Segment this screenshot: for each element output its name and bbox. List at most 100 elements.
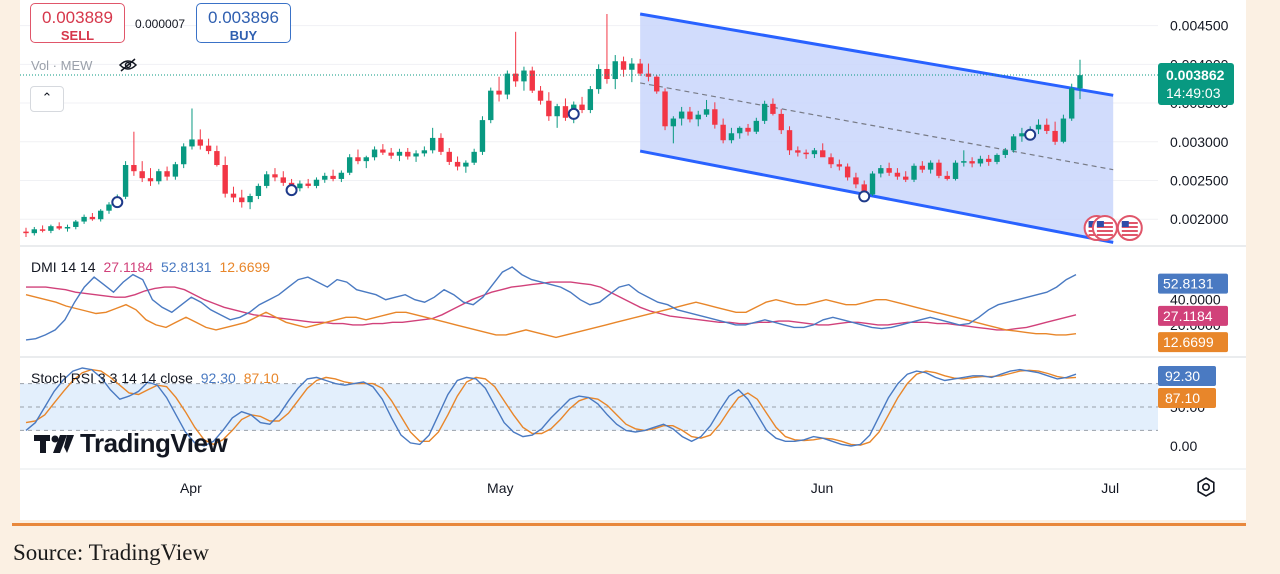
candle-body: [1002, 150, 1009, 155]
candle-body: [878, 168, 884, 174]
candle-body: [894, 172, 901, 177]
candle-body: [463, 162, 469, 167]
flag-stripe: [1121, 234, 1138, 236]
candle-body: [844, 166, 851, 178]
stoch-legend[interactable]: Stoch RSI 3 3 14 14 close 92.30 87.10: [31, 370, 283, 386]
candle-body: [554, 106, 560, 117]
candle-body: [172, 164, 179, 177]
candle-body: [280, 177, 286, 183]
candle-body: [961, 161, 967, 163]
candle-body: [106, 204, 112, 211]
dmi-minus-value: 12.6699: [219, 259, 271, 275]
candle-body: [222, 165, 228, 194]
tradingview-wordmark: TradingView: [80, 428, 228, 458]
candle-body: [695, 114, 701, 120]
dmi-plus-di-line: [25, 266, 1077, 341]
flag-stripe: [1096, 222, 1113, 224]
buy-price: 0.003896: [208, 8, 279, 27]
chart-canvas: 0.0045000.0040000.0035000.0030000.002500…: [20, 12, 1246, 496]
dmi-minus-di-line: [25, 294, 1077, 339]
channel-upper-line: [639, 12, 1114, 97]
sell-price: 0.003889: [42, 8, 113, 27]
candle-body: [355, 157, 361, 162]
stoch-tick-label: 0.00: [1170, 438, 1197, 454]
candle-body: [388, 152, 394, 156]
candle-body: [504, 73, 511, 95]
event-marker: [111, 196, 124, 209]
candle-body: [180, 146, 187, 165]
stoch-k-tag-label: 92.30: [1165, 368, 1200, 384]
buy-label: BUY: [229, 28, 258, 43]
candle-body: [131, 165, 137, 172]
candle-body: [48, 226, 54, 231]
us-flag-icon: [1091, 215, 1118, 241]
x-tick-label: May: [487, 480, 513, 496]
candle-body: [1069, 88, 1075, 119]
candle-body: [496, 90, 502, 95]
candle-body: [255, 185, 262, 196]
event-marker: [567, 107, 580, 120]
settings-gear-icon[interactable]: [1196, 477, 1216, 497]
candle-body: [645, 73, 652, 77]
candle-body: [479, 120, 486, 152]
buy-button[interactable]: 0.003896 BUY: [196, 3, 291, 43]
candle-body: [81, 216, 87, 222]
candle-body: [313, 179, 320, 186]
candle-body: [330, 175, 336, 179]
dmi-legend[interactable]: DMI 14 14 27.1184 52.8131 12.6699: [31, 259, 274, 275]
x-tick-label: Jun: [811, 480, 834, 496]
candle-body: [952, 162, 959, 179]
sell-label: SELL: [60, 28, 95, 43]
candle-body: [230, 193, 237, 198]
last-price-tag: [1158, 63, 1234, 106]
candle-body: [139, 171, 145, 179]
candle-body: [164, 171, 170, 177]
last-price-label: 0.003862: [1166, 67, 1225, 83]
candle-body: [396, 151, 403, 156]
candle-body: [73, 221, 79, 227]
candle-body: [405, 151, 411, 157]
candle-body: [969, 161, 975, 164]
candle-body: [670, 118, 677, 127]
x-tick-label: Jul: [1101, 480, 1119, 496]
channel-mid-line: [640, 82, 1114, 171]
volume-indicator-label[interactable]: Vol · MEW: [31, 58, 93, 73]
collapse-button[interactable]: ⌃: [30, 86, 64, 112]
candle-body: [371, 149, 378, 158]
stoch-d-line: [25, 368, 1077, 446]
eye-hidden-icon[interactable]: [118, 57, 138, 73]
candle-body: [587, 89, 594, 111]
candle-body: [1052, 130, 1058, 142]
us-flag-icon: [1116, 215, 1143, 241]
candle-body: [446, 151, 452, 162]
dmi-adx-value: 27.1184: [103, 259, 154, 275]
candle-body: [429, 137, 436, 151]
candle-body: [786, 130, 793, 151]
candle-body: [869, 173, 876, 195]
dmi-tick-label: 40.0000: [1170, 292, 1221, 308]
stoch-d-tag: [1158, 388, 1216, 409]
channel-fill: [640, 14, 1114, 243]
spread-value: 0.000007: [135, 17, 186, 31]
candle-body: [1035, 124, 1042, 130]
candle-body: [944, 175, 950, 179]
candle-body: [23, 231, 29, 234]
candle-body: [537, 90, 544, 101]
tradingview-mark-icon: [34, 434, 74, 453]
chart-frame: 0.0045000.0040000.0035000.0030000.002500…: [20, 0, 1246, 520]
flag-canton: [1088, 221, 1096, 227]
tradingview-logo: TradingView: [34, 428, 228, 459]
dmi-value-tag-label: 27.1184: [1163, 308, 1213, 324]
event-marker: [285, 184, 298, 197]
candle-body: [919, 165, 926, 170]
candle-body: [1010, 136, 1017, 151]
candle-body: [562, 106, 569, 118]
candle-body: [546, 100, 552, 117]
flag-stripe: [1121, 226, 1138, 228]
flag-stripe: [1096, 230, 1113, 232]
candle-body: [803, 152, 809, 155]
dmi-value-tag: [1158, 332, 1228, 353]
sell-button[interactable]: 0.003889 SELL: [30, 3, 125, 43]
stoch-d-value: 87.10: [243, 370, 279, 386]
candle-body: [297, 183, 303, 189]
